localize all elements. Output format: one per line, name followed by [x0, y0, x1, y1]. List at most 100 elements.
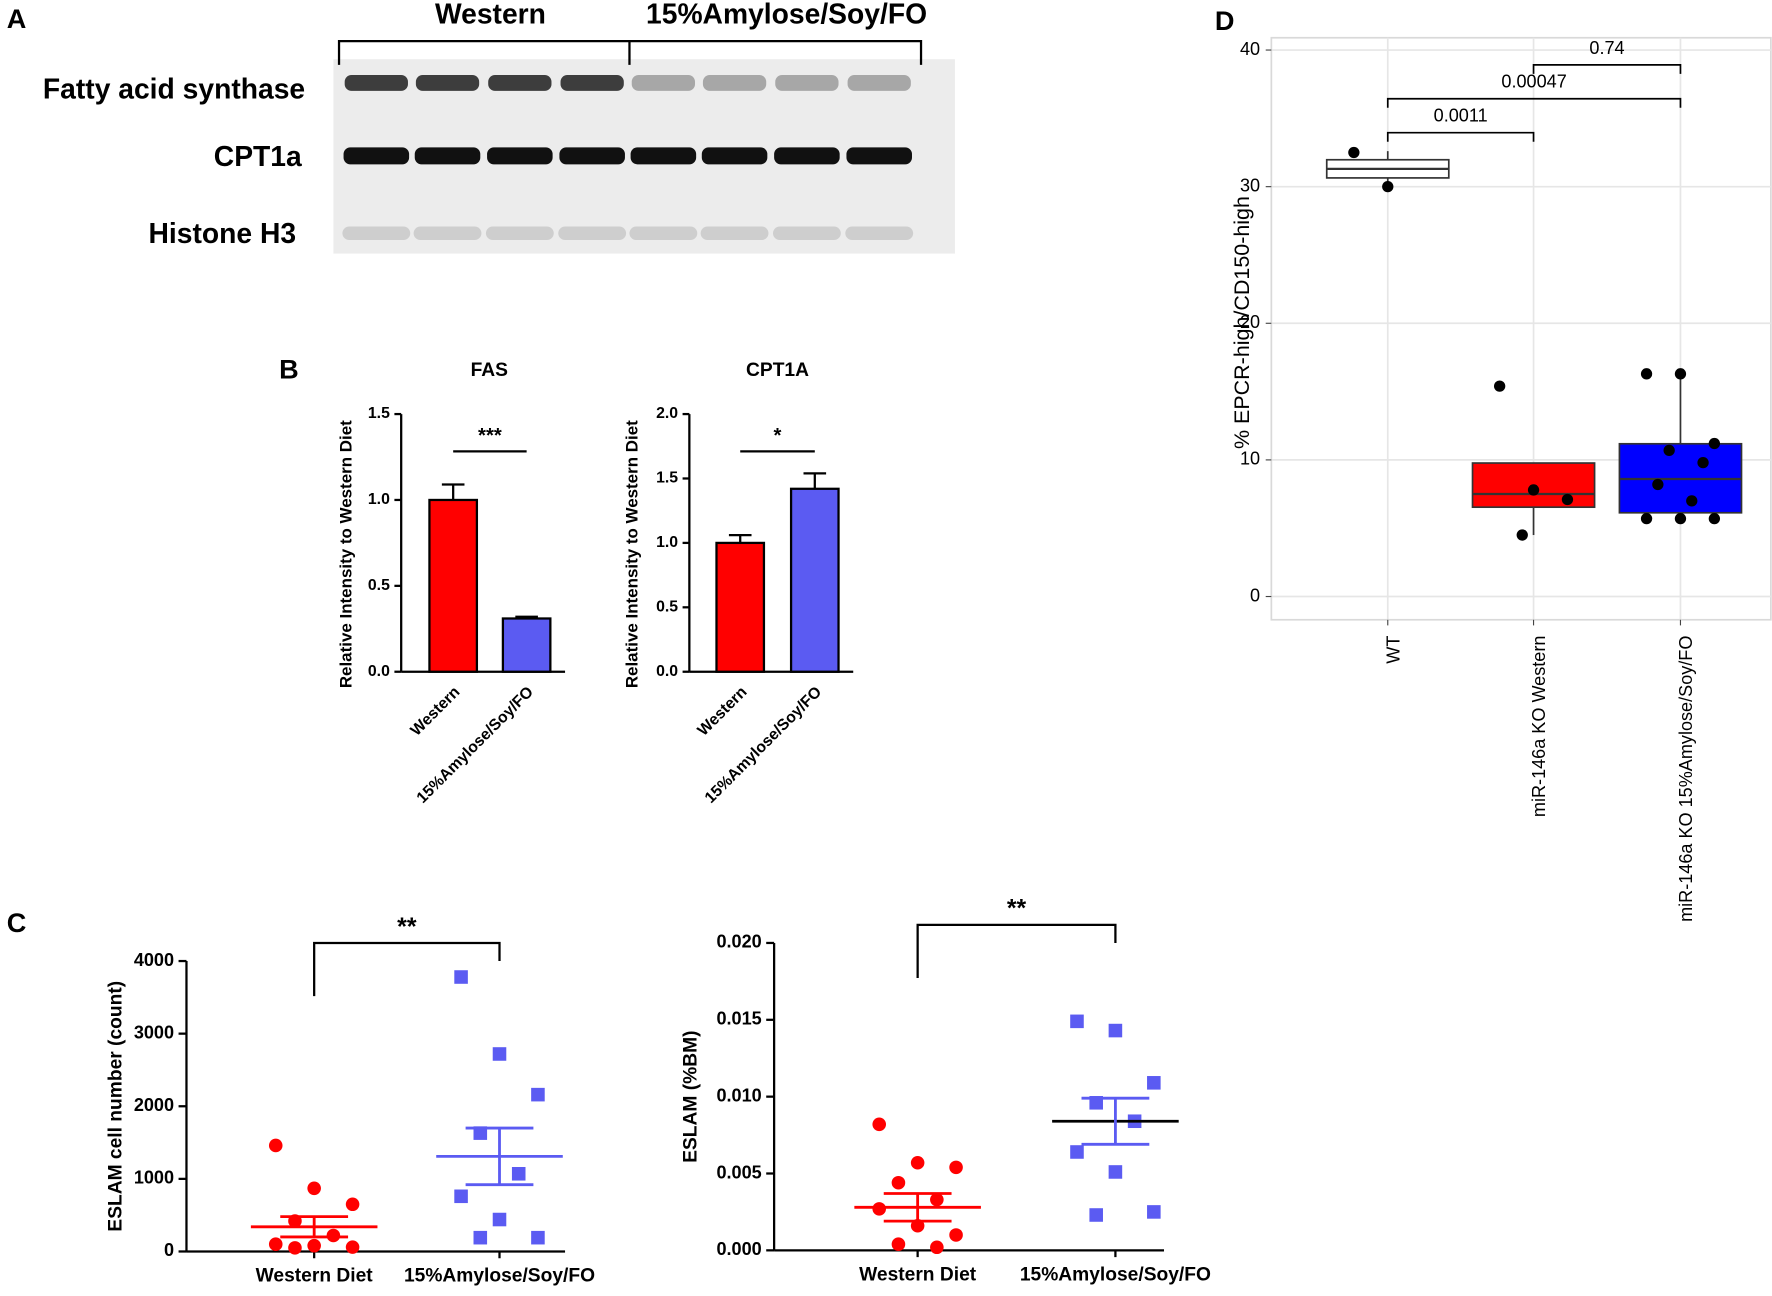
point: [949, 1228, 963, 1242]
point: [1348, 146, 1360, 159]
point: [891, 1237, 906, 1251]
x-tick-label: miR-146a KO Western: [1529, 636, 1549, 818]
point: [930, 1192, 944, 1207]
point: [1070, 1145, 1084, 1159]
y-tick-label: 40: [1240, 39, 1260, 59]
point: [1070, 1014, 1084, 1029]
bar: [501, 617, 552, 673]
y-tick-label: 0.015: [716, 1009, 761, 1029]
point: [473, 1230, 488, 1245]
significance-bracket: [313, 941, 501, 997]
band: [560, 75, 624, 91]
x-tick-label: Western: [695, 684, 751, 740]
point: [1147, 1205, 1161, 1219]
y-tick-label: 0: [164, 1240, 174, 1260]
x-tick-label: 15%Amylose/Soy/FO: [404, 1265, 595, 1286]
significance-label: *: [774, 425, 782, 447]
y-tick-label: 4000: [134, 950, 174, 970]
point: [531, 1087, 545, 1102]
point: [1089, 1208, 1103, 1222]
x-tick-label: WT: [1383, 636, 1403, 664]
band: [846, 147, 912, 165]
point: [1108, 1023, 1123, 1038]
band: [631, 75, 696, 91]
point: [1527, 484, 1540, 496]
point: [1652, 478, 1664, 491]
band: [702, 75, 767, 91]
band: [487, 147, 553, 165]
y-tick-label: 10: [1240, 449, 1260, 469]
y-tick-label: 1.5: [368, 405, 390, 422]
band: [775, 75, 839, 91]
row-label: Fatty acid synthase: [43, 72, 305, 104]
point: [1640, 368, 1653, 380]
x-tick-label: 15%Amylose/Soy/FO: [1020, 1264, 1211, 1285]
y-tick-label: 2000: [134, 1095, 174, 1115]
y-axis-label: Relative Intensity to Western Diet: [336, 420, 355, 688]
band: [415, 75, 480, 91]
band: [630, 147, 697, 165]
point: [872, 1117, 886, 1132]
comparison-label: 0.00047: [1501, 72, 1566, 92]
row-label: Histone H3: [149, 217, 297, 249]
band: [343, 147, 410, 165]
band: [772, 226, 841, 241]
comparison-bracket: [1386, 97, 1682, 108]
point: [872, 1202, 886, 1216]
y-tick-label: 3000: [134, 1022, 174, 1042]
point: [473, 1126, 488, 1140]
point: [1640, 512, 1653, 525]
panel-label: A: [7, 3, 27, 34]
point: [949, 1160, 963, 1175]
y-tick-label: 0.0: [656, 663, 678, 680]
bar: [428, 498, 479, 673]
band: [413, 226, 482, 241]
y-tick-label: 0: [1250, 585, 1260, 605]
y-axis-label: % EPCR-high/CD150-high: [1230, 196, 1254, 449]
point: [1708, 437, 1721, 450]
band: [774, 147, 840, 165]
significance-bracket: [916, 923, 1117, 978]
significance-label: ***: [478, 425, 502, 447]
panel-label: B: [279, 353, 299, 384]
point: [492, 1212, 507, 1227]
point: [454, 970, 468, 984]
point: [492, 1047, 507, 1061]
y-tick-label: 0.0: [368, 663, 390, 680]
group-label: Western: [435, 0, 546, 30]
y-axis-label: Relative Intensity to Western Diet: [622, 420, 641, 688]
point: [1382, 181, 1394, 193]
band: [700, 226, 769, 241]
x-tick-label: Western Diet: [256, 1265, 374, 1286]
point: [307, 1181, 321, 1196]
group-bracket: [337, 40, 923, 65]
band: [342, 226, 411, 241]
y-axis-label: ESLAM (%BM): [681, 1031, 702, 1163]
panel-label: C: [7, 907, 27, 938]
band: [847, 75, 911, 91]
panel-label: D: [1215, 5, 1235, 36]
point: [1493, 380, 1506, 392]
band: [845, 226, 914, 241]
point: [531, 1230, 545, 1245]
y-tick-label: 0.5: [656, 598, 678, 615]
bar: [789, 487, 840, 673]
y-tick-label: 1.0: [656, 534, 678, 551]
x-tick-label: Western Diet: [859, 1264, 977, 1285]
y-tick-label: 30: [1240, 175, 1260, 195]
band: [414, 147, 481, 165]
y-tick-label: 0.010: [716, 1085, 761, 1105]
point: [268, 1138, 283, 1153]
band: [558, 226, 627, 241]
y-tick-label: 20: [1240, 312, 1260, 332]
y-tick-label: 0.005: [716, 1162, 761, 1182]
point: [1708, 512, 1721, 525]
point: [1516, 529, 1528, 541]
comparison-bracket: [1386, 131, 1535, 142]
point: [1108, 1165, 1123, 1179]
point: [326, 1228, 341, 1243]
y-axis-label: ESLAM cell number (count): [105, 981, 126, 1232]
y-tick-label: 1.5: [656, 470, 678, 487]
band: [559, 147, 625, 165]
